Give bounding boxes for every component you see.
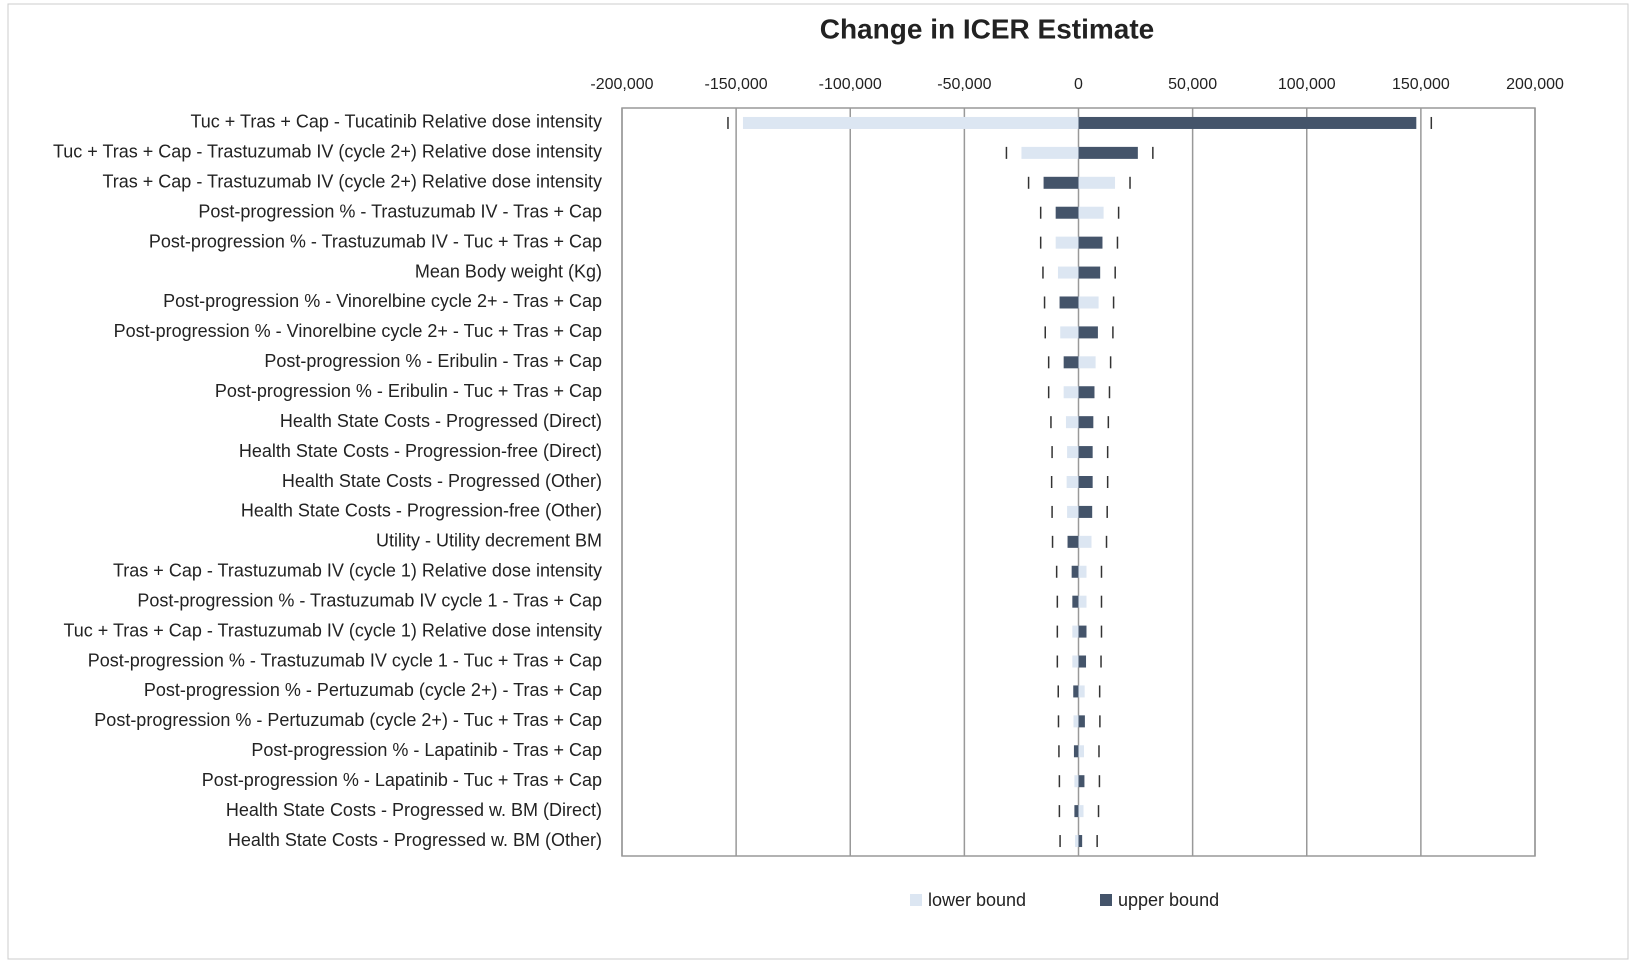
- bar: [1059, 296, 1079, 309]
- bar: [1078, 446, 1093, 459]
- bar: [1078, 326, 1098, 339]
- bar: [1073, 685, 1079, 698]
- bar: [1063, 386, 1079, 399]
- y-tick-label: Post-progression % - Pertuzumab (cycle 2…: [94, 710, 602, 730]
- x-tick-label: 150,000: [1392, 76, 1450, 93]
- frame: [7, 3, 1629, 960]
- y-tick-label: Post-progression % - Lapatinib - Tuc + T…: [202, 770, 602, 790]
- bar: [1067, 446, 1079, 459]
- bar: [1078, 476, 1093, 488]
- y-tick-label: Health State Costs - Progressed (Other): [282, 471, 602, 491]
- bar: [1078, 655, 1087, 668]
- bar: [1078, 505, 1093, 518]
- bar: [1078, 685, 1085, 698]
- bar: [1072, 595, 1079, 608]
- y-tick-label: Mean Body weight (Kg): [415, 261, 602, 281]
- x-tick-label: 100,000: [1278, 76, 1336, 93]
- bar: [1071, 565, 1079, 578]
- bar: [1078, 535, 1092, 548]
- y-tick-label: Tuc + Tras + Cap - Trastuzumab IV (cycle…: [63, 620, 602, 640]
- bar: [1065, 416, 1079, 429]
- bar: [1078, 715, 1085, 728]
- bar: [1078, 625, 1087, 638]
- bar: [1078, 416, 1094, 429]
- bar: [1055, 236, 1079, 249]
- y-tick-label: Tuc + Tras + Cap - Tucatinib Relative do…: [190, 112, 602, 132]
- x-tick-label: -100,000: [819, 76, 882, 93]
- x-tick-label: -200,000: [590, 76, 653, 93]
- bar: [1078, 206, 1104, 219]
- bar: [1060, 326, 1079, 339]
- y-tick-label: Post-progression % - Eribulin - Tuc + Tr…: [215, 381, 602, 401]
- legend-label: lower bound: [928, 890, 1026, 910]
- y-tick-label: Post-progression % - Vinorelbine cycle 2…: [163, 291, 602, 311]
- bar: [1078, 386, 1095, 399]
- bar: [1078, 236, 1103, 249]
- bar: [1074, 805, 1079, 818]
- y-tick-label: Post-progression % - Trastuzumab IV cycl…: [88, 650, 602, 670]
- y-tick-label: Health State Costs - Progressed w. BM (D…: [226, 800, 602, 820]
- x-tick-label: 50,000: [1168, 76, 1217, 93]
- bar: [1078, 296, 1099, 309]
- bar: [1072, 625, 1079, 638]
- y-tick-label: Post-progression % - Eribulin - Tras + C…: [264, 351, 602, 371]
- bar: [1078, 565, 1087, 578]
- bar: [1067, 505, 1079, 518]
- x-tick-label: 200,000: [1506, 76, 1564, 93]
- bar: [742, 116, 1079, 129]
- y-tick-label: Post-progression % - Lapatinib - Tras + …: [251, 740, 602, 760]
- bar: [1078, 835, 1083, 848]
- y-tick-label: Post-progression % - Trastuzumab IV - Tr…: [198, 201, 602, 221]
- y-tick-label: Health State Costs - Progression-free (D…: [239, 441, 602, 461]
- x-tick-label: -150,000: [705, 76, 768, 93]
- bar: [1078, 805, 1084, 818]
- x-tick-label: 0: [1074, 76, 1083, 93]
- bar: [1043, 176, 1079, 189]
- bar: [1078, 595, 1087, 608]
- bar: [1073, 715, 1079, 728]
- legend-swatch: [1100, 894, 1112, 906]
- bar: [1072, 655, 1079, 668]
- y-tick-label: Post-progression % - Pertuzumab (cycle 2…: [144, 680, 602, 700]
- bar: [1075, 835, 1079, 848]
- x-tick-label: -50,000: [937, 76, 991, 93]
- bar: [1078, 356, 1096, 369]
- bar: [1073, 745, 1079, 758]
- bar: [1066, 476, 1079, 488]
- legend-swatch: [910, 894, 922, 906]
- y-tick-label: Health State Costs - Progressed w. BM (O…: [228, 830, 602, 850]
- y-tick-label: Health State Costs - Progression-free (O…: [241, 501, 602, 521]
- y-tick-label: Tras + Cap - Trastuzumab IV (cycle 1) Re…: [113, 561, 602, 581]
- plot-border: [621, 107, 1536, 857]
- legend-label: upper bound: [1118, 890, 1219, 910]
- bar: [1021, 146, 1079, 159]
- bar: [1078, 266, 1101, 279]
- bar: [1078, 775, 1085, 788]
- bar: [1074, 775, 1079, 788]
- bar: [1078, 116, 1417, 129]
- chart-title: Change in ICER Estimate: [820, 13, 1155, 44]
- bar: [1055, 206, 1079, 219]
- y-tick-label: Utility - Utility decrement BM: [376, 531, 602, 551]
- bar: [1057, 266, 1079, 279]
- y-tick-label: Post-progression % - Vinorelbine cycle 2…: [114, 321, 602, 341]
- bar: [1067, 535, 1079, 548]
- bar: [1078, 745, 1084, 758]
- y-tick-label: Post-progression % - Trastuzumab IV cycl…: [137, 590, 602, 610]
- y-tick-label: Health State Costs - Progressed (Direct): [280, 411, 602, 431]
- bar: [1078, 146, 1138, 159]
- y-tick-label: Tuc + Tras + Cap - Trastuzumab IV (cycle…: [53, 142, 602, 162]
- y-tick-label: Post-progression % - Trastuzumab IV - Tu…: [149, 231, 602, 251]
- bar: [1063, 356, 1079, 369]
- bar: [1078, 176, 1116, 189]
- y-tick-label: Tras + Cap - Trastuzumab IV (cycle 2+) R…: [102, 172, 602, 192]
